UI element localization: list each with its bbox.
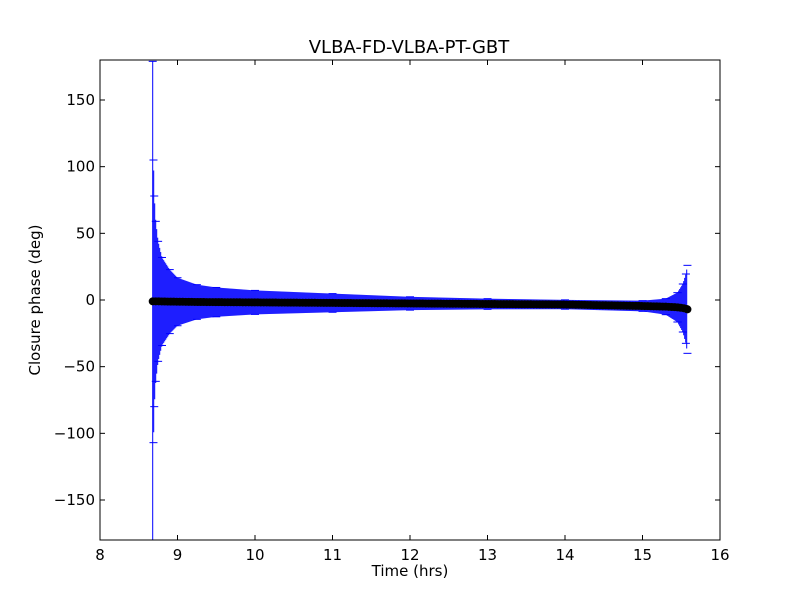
x-tick-label: 16	[710, 546, 729, 564]
x-tick-label: 13	[478, 546, 497, 564]
y-tick-label: −100	[54, 424, 95, 442]
y-tick-label: 100	[66, 158, 95, 176]
y-tick-label: 150	[66, 91, 95, 109]
y-tick-label: 0	[85, 291, 95, 309]
data-layer	[148, 60, 692, 540]
chart-title: VLBA-FD-VLBA-PT-GBT	[309, 37, 511, 58]
data-point	[683, 305, 692, 314]
tick-layer: 8 9 10 11 12 13 14 15 16 −150 −100 −50 0 50 100 150	[54, 60, 730, 564]
y-tick-label: 50	[76, 224, 95, 242]
x-tick-label: 11	[323, 546, 342, 564]
y-tick-label: −50	[63, 358, 95, 376]
x-axis-label: Time (hrs)	[371, 562, 449, 580]
x-tick-label: 8	[95, 546, 105, 564]
y-axis-label: Closure phase (deg)	[26, 225, 44, 376]
x-tick-label: 15	[633, 546, 652, 564]
y-tick-label: −150	[54, 491, 95, 509]
x-tick-label: 9	[173, 546, 183, 564]
x-tick-label: 14	[555, 546, 574, 564]
x-tick-label: 10	[245, 546, 264, 564]
x-tick-label: 12	[400, 546, 419, 564]
